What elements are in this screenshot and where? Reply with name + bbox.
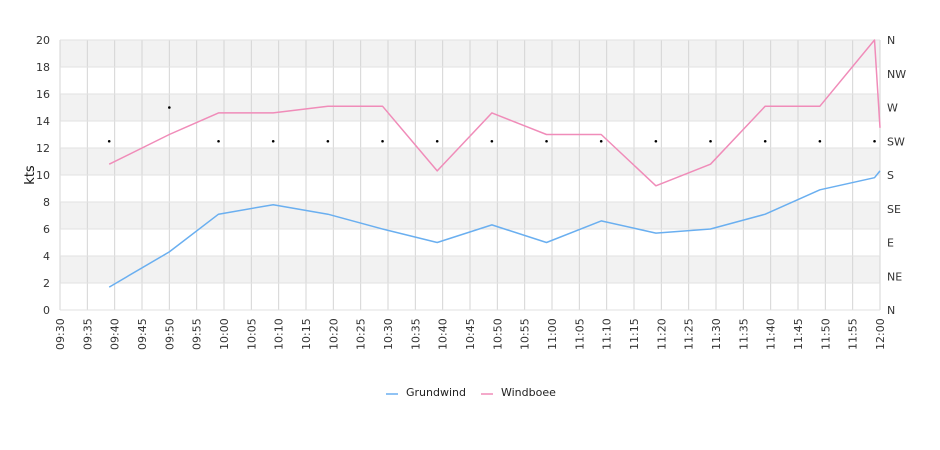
direction-marker — [435, 139, 439, 143]
x-tick-label: 10:50 — [491, 318, 504, 350]
y-tick-label: 6 — [43, 223, 50, 236]
x-tick-label: 11:55 — [847, 318, 860, 350]
x-tick-label: 09:30 — [54, 318, 67, 350]
y-tick-label: 8 — [43, 196, 50, 209]
x-tick-label: 09:40 — [109, 318, 122, 350]
series-lines — [108, 39, 881, 288]
direction-markers — [107, 106, 876, 143]
x-tick-label: 10:45 — [464, 318, 477, 350]
legend-label: Grundwind — [406, 386, 466, 399]
x-tick-label: 11:05 — [573, 318, 586, 350]
y-tick-label: 12 — [36, 142, 50, 155]
x-tick-label: 12:00 — [874, 318, 887, 350]
x-tick-label: 10:55 — [519, 318, 532, 350]
y-axis-label: kts — [23, 165, 38, 185]
right-axis-ticks: N NE E SE S SW W NW N — [887, 34, 906, 317]
direction-marker — [873, 139, 876, 143]
legend-label: Windboee — [501, 386, 556, 399]
x-axis-ticks: 09:30 09:35 09:40 09:45 09:50 09:55 10:00 10:05… — [54, 318, 887, 350]
direction-tick-label: SW — [887, 135, 905, 148]
direction-tick-label: S — [887, 169, 894, 182]
direction-marker — [168, 106, 171, 109]
x-tick-label: 11:35 — [737, 318, 750, 350]
direction-tick-label: N — [887, 304, 895, 317]
x-tick-label: 09:55 — [191, 318, 204, 350]
direction-tick-label: E — [887, 237, 894, 250]
direction-marker — [326, 139, 330, 143]
x-tick-label: 10:10 — [273, 318, 286, 350]
direction-tick-label: NW — [887, 68, 906, 81]
x-tick-label: 11:40 — [765, 318, 778, 350]
series-line-grundwind — [108, 170, 881, 288]
y-tick-label: 10 — [36, 169, 50, 182]
direction-tick-label: SE — [887, 203, 901, 216]
direction-marker — [654, 139, 658, 143]
x-tick-label: 11:20 — [655, 318, 668, 350]
x-tick-label: 11:45 — [792, 318, 805, 350]
y-tick-label: 16 — [36, 88, 50, 101]
x-tick-label: 09:50 — [163, 318, 176, 350]
x-tick-label: 10:00 — [218, 318, 231, 350]
x-tick-label: 11:15 — [628, 318, 641, 350]
direction-marker — [490, 139, 494, 143]
direction-marker — [763, 139, 767, 143]
y-tick-label: 20 — [36, 34, 50, 47]
legend[interactable]: Grundwind Windboee — [386, 386, 556, 399]
x-tick-label: 09:45 — [136, 318, 149, 350]
x-tick-label: 10:15 — [300, 318, 313, 350]
x-tick-label: 10:30 — [382, 318, 395, 350]
direction-tick-label: N — [887, 34, 895, 47]
x-tick-label: 10:40 — [437, 318, 450, 350]
y-tick-label: 18 — [36, 61, 50, 74]
x-tick-label: 10:05 — [245, 318, 258, 350]
x-tick-label: 10:25 — [355, 318, 368, 350]
x-tick-label: 11:25 — [683, 318, 696, 350]
direction-tick-label: NE — [887, 270, 902, 283]
direction-marker — [271, 139, 275, 143]
y-tick-label: 0 — [43, 304, 50, 317]
x-tick-label: 10:20 — [327, 318, 340, 350]
direction-marker — [545, 139, 548, 143]
direction-marker — [217, 139, 220, 143]
y-axis-ticks: 0 2 4 6 8 10 12 14 16 18 20 — [36, 34, 50, 317]
x-tick-label: 11:50 — [819, 318, 832, 350]
direction-marker — [818, 139, 822, 143]
y-tick-label: 14 — [36, 115, 50, 128]
x-tick-label: 11:10 — [601, 318, 614, 350]
x-tick-label: 11:00 — [546, 318, 559, 350]
direction-marker — [599, 139, 603, 143]
series-line-windboee — [108, 39, 881, 187]
x-tick-label: 09:35 — [81, 318, 94, 350]
y-tick-label: 4 — [43, 250, 50, 263]
direction-marker — [381, 139, 384, 143]
x-tick-label: 10:35 — [409, 318, 422, 350]
direction-marker — [107, 139, 111, 143]
x-tick-label: 11:30 — [710, 318, 723, 350]
direction-tick-label: W — [887, 102, 898, 115]
plot-gridlines — [59, 39, 881, 311]
direction-marker — [709, 139, 712, 143]
y-tick-label: 2 — [43, 277, 50, 290]
